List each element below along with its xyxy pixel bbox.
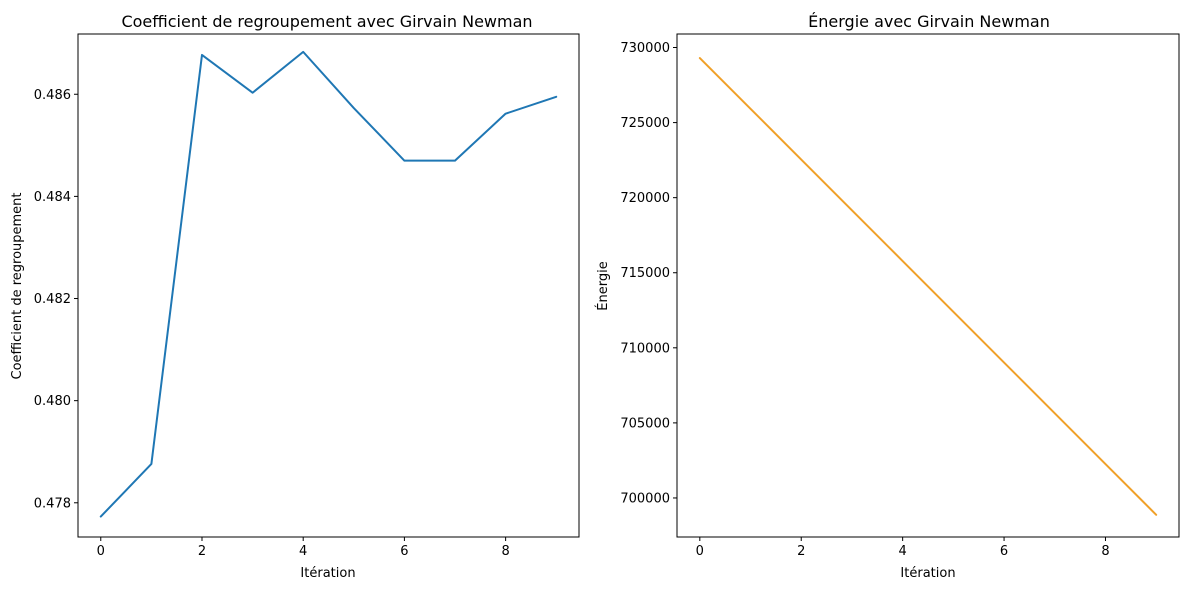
y-tick-label: 0.482 <box>34 292 71 307</box>
series-line <box>99 50 558 518</box>
y-axis-label: Énergie <box>595 261 611 310</box>
x-tick-label: 4 <box>299 544 307 559</box>
series-line <box>698 57 1158 516</box>
y-tick-label: 710000 <box>620 341 670 356</box>
x-tick-label: 6 <box>400 544 408 559</box>
chart-title: Coefficient de regroupement avec Girvain… <box>121 12 532 31</box>
y-tick-label: 705000 <box>620 416 670 431</box>
y-tick-label: 700000 <box>620 491 670 506</box>
plot-area <box>676 33 1180 538</box>
y-tick-label: 0.480 <box>34 394 71 409</box>
chart-title: Énergie avec Girvain Newman <box>808 12 1050 31</box>
plot-area <box>77 33 580 538</box>
x-tick-label: 8 <box>1101 544 1109 559</box>
x-tick-label: 2 <box>797 544 805 559</box>
y-tick-label: 0.478 <box>34 496 71 511</box>
y-tick-label: 0.484 <box>34 190 71 205</box>
x-axis-label: Itération <box>300 566 355 581</box>
x-tick-label: 0 <box>97 544 105 559</box>
chart-energy: Énergie avec Girvain Newman 0 2 4 6 8 700000 7… <box>595 12 1180 581</box>
y-tick-label: 715000 <box>620 266 670 281</box>
chart-clustering-coefficient: Coefficient de regroupement avec Girvain… <box>10 12 580 581</box>
x-tick-label: 4 <box>899 544 907 559</box>
x-tick-label: 6 <box>1000 544 1008 559</box>
axis-ticks: 0 2 4 6 8 0.478 0.480 0.482 0.484 0.486 <box>34 88 510 559</box>
y-tick-label: 730000 <box>620 41 670 56</box>
y-tick-label: 0.486 <box>34 88 71 103</box>
x-tick-label: 2 <box>198 544 206 559</box>
series-lines <box>698 57 1158 516</box>
x-axis-label: Itération <box>900 566 955 581</box>
x-tick-label: 0 <box>696 544 704 559</box>
x-tick-label: 8 <box>501 544 509 559</box>
y-tick-label: 720000 <box>620 191 670 206</box>
axis-ticks: 0 2 4 6 8 700000 705000 710000 715000 720000 72500… <box>620 41 1109 559</box>
series-lines <box>99 50 558 518</box>
y-axis-label: Coefficient de regroupement <box>10 192 25 379</box>
y-tick-label: 725000 <box>620 116 670 131</box>
